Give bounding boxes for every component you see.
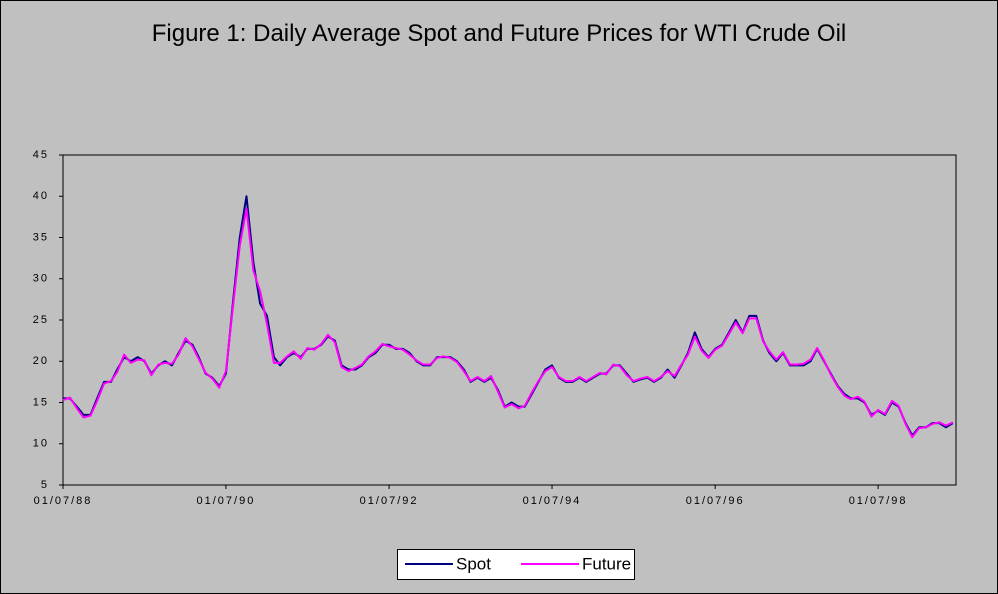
y-tick-label: 20: [33, 355, 49, 367]
chart-title: Figure 1: Daily Average Spot and Future …: [151, 20, 847, 47]
x-tick-label: 01/07/92: [360, 495, 419, 507]
x-tick-label: 01/07/94: [523, 495, 582, 507]
plot-area: [62, 154, 957, 486]
legend-label: Spot: [456, 554, 491, 573]
y-tick-label: 35: [33, 231, 49, 243]
legend-label: Future: [582, 554, 631, 573]
x-tick-label: 01/07/88: [34, 495, 93, 507]
x-tick-label: 01/07/90: [197, 495, 256, 507]
y-tick-label: 45: [33, 149, 49, 161]
y-tick-label: 15: [33, 396, 49, 408]
x-tick-label: 01/07/98: [849, 495, 908, 507]
y-tick-label: 5: [41, 479, 49, 491]
y-tick-label: 25: [33, 314, 49, 326]
y-tick-label: 40: [33, 190, 49, 202]
y-tick-label: 30: [33, 273, 49, 285]
series-line: [62, 207, 954, 439]
y-tick-label: 10: [33, 438, 49, 450]
x-tick-label: 01/07/96: [686, 495, 745, 507]
